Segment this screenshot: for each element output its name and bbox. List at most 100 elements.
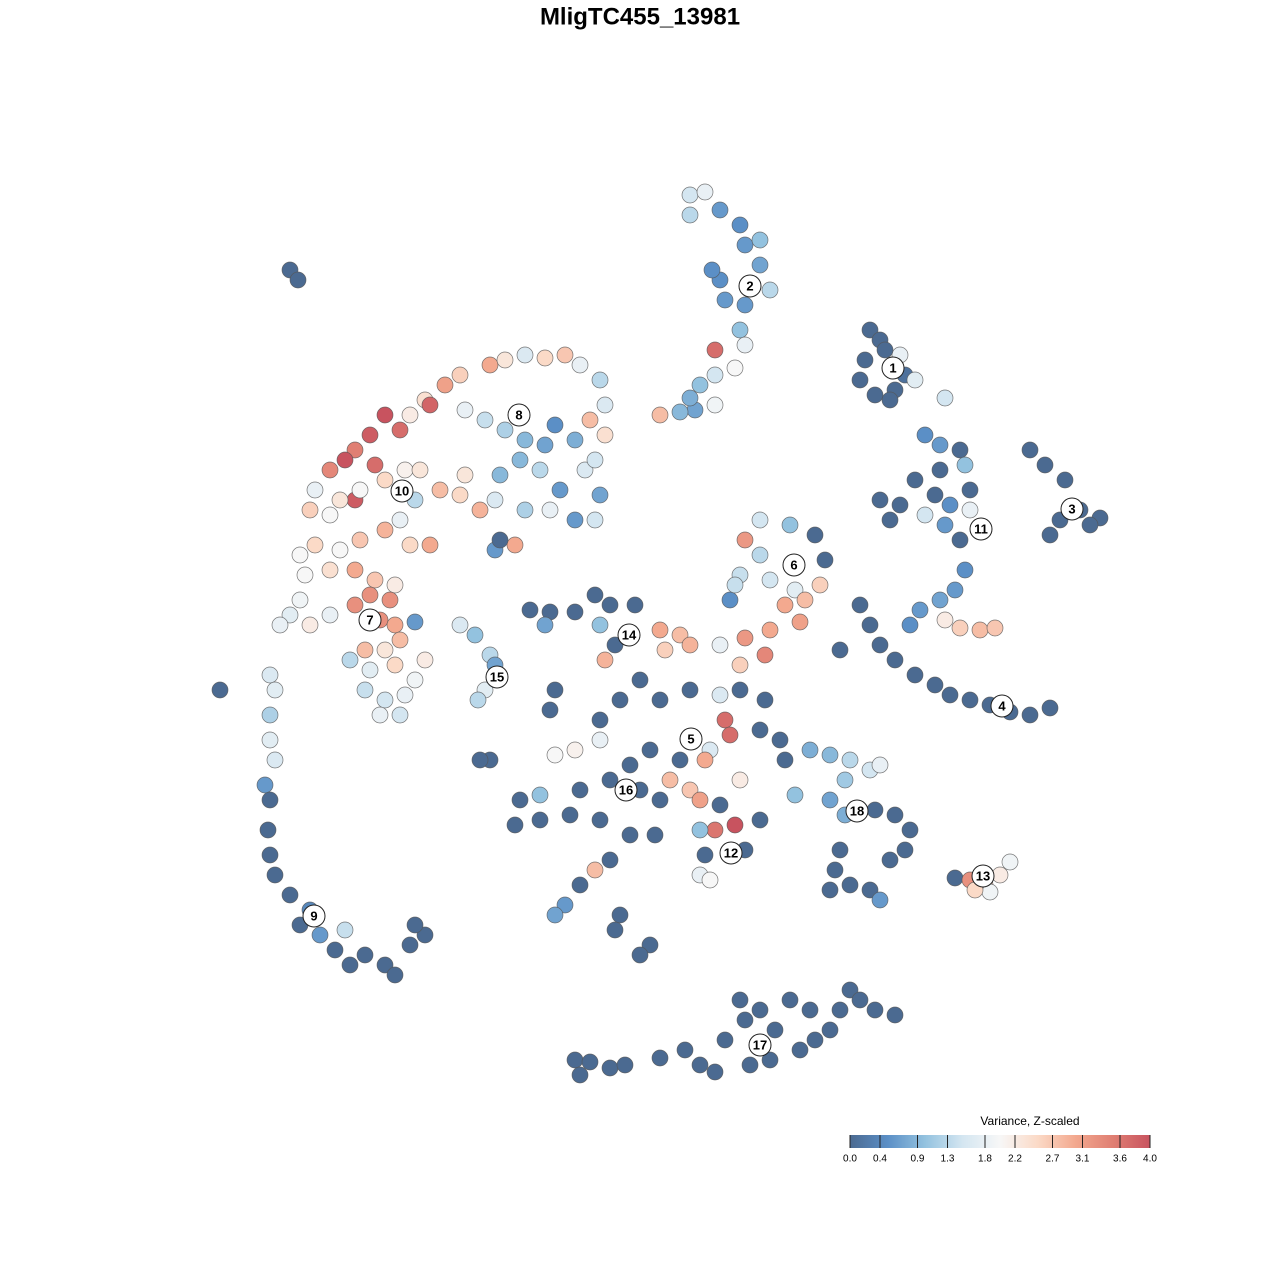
point	[336, 451, 354, 469]
point	[301, 616, 319, 634]
point	[706, 821, 724, 839]
point	[469, 691, 487, 709]
point	[696, 751, 714, 769]
cluster-label: 2	[746, 278, 753, 293]
point	[681, 186, 699, 204]
point	[851, 371, 869, 389]
point	[751, 721, 769, 739]
point	[956, 561, 974, 579]
point	[971, 621, 989, 639]
point	[671, 751, 689, 769]
point	[681, 389, 699, 407]
point	[546, 906, 564, 924]
point	[566, 1051, 584, 1069]
point	[691, 1056, 709, 1074]
point	[261, 846, 279, 864]
colorbar-tick-label: 0.9	[911, 1154, 925, 1165]
point	[821, 881, 839, 899]
point	[571, 1066, 589, 1084]
point	[881, 851, 899, 869]
point	[736, 296, 754, 314]
point	[396, 686, 414, 704]
point	[711, 796, 729, 814]
point	[956, 456, 974, 474]
point	[581, 1053, 599, 1071]
point	[706, 341, 724, 359]
point	[521, 601, 539, 619]
cluster-label: 10	[395, 483, 409, 498]
point	[681, 781, 699, 799]
point	[536, 349, 554, 367]
point	[936, 389, 954, 407]
point	[381, 591, 399, 609]
point	[691, 821, 709, 839]
point	[546, 746, 564, 764]
point	[396, 461, 414, 479]
point	[361, 661, 379, 679]
point	[876, 341, 894, 359]
colorbar-tick-label: 3.1	[1076, 1154, 1090, 1165]
point	[346, 596, 364, 614]
point	[931, 591, 949, 609]
point	[611, 691, 629, 709]
cluster-label: 14	[622, 627, 637, 642]
point	[871, 491, 889, 509]
point	[611, 906, 629, 924]
point	[926, 676, 944, 694]
point	[806, 526, 824, 544]
point	[581, 411, 599, 429]
point	[621, 826, 639, 844]
point	[951, 619, 969, 637]
cluster-label: 9	[310, 908, 317, 923]
point	[671, 626, 689, 644]
point	[751, 811, 769, 829]
point	[591, 711, 609, 729]
point	[601, 771, 619, 789]
point	[861, 881, 879, 899]
point	[531, 786, 549, 804]
point	[946, 581, 964, 599]
point	[731, 681, 749, 699]
point	[551, 481, 569, 499]
cluster-badge	[302, 904, 326, 928]
cluster-label: 5	[687, 731, 694, 746]
point	[361, 586, 379, 604]
cluster-badge	[845, 799, 869, 823]
point	[511, 451, 529, 469]
cluster-label: 6	[790, 557, 797, 572]
point	[646, 826, 664, 844]
point	[651, 791, 669, 809]
point	[801, 1001, 819, 1019]
point	[641, 936, 659, 954]
point	[821, 1021, 839, 1039]
point	[796, 591, 814, 609]
point	[881, 511, 899, 529]
point	[736, 1011, 754, 1029]
point	[821, 746, 839, 764]
point	[706, 366, 724, 384]
point	[1021, 441, 1039, 459]
point	[341, 651, 359, 669]
cluster-label: 15	[490, 669, 504, 684]
point	[596, 426, 614, 444]
point	[751, 546, 769, 564]
point	[916, 506, 934, 524]
colorbar-tick-label: 2.2	[1008, 1154, 1022, 1165]
point	[936, 611, 954, 629]
cluster-label: 1	[889, 360, 896, 375]
point	[386, 576, 404, 594]
point	[471, 501, 489, 519]
cluster-badge	[782, 553, 806, 577]
point	[701, 871, 719, 889]
point	[401, 536, 419, 554]
point	[401, 406, 419, 424]
point	[831, 641, 849, 659]
point	[696, 183, 714, 201]
point	[401, 936, 419, 954]
point	[736, 236, 754, 254]
point	[931, 461, 949, 479]
point	[291, 546, 309, 564]
point	[321, 506, 339, 524]
